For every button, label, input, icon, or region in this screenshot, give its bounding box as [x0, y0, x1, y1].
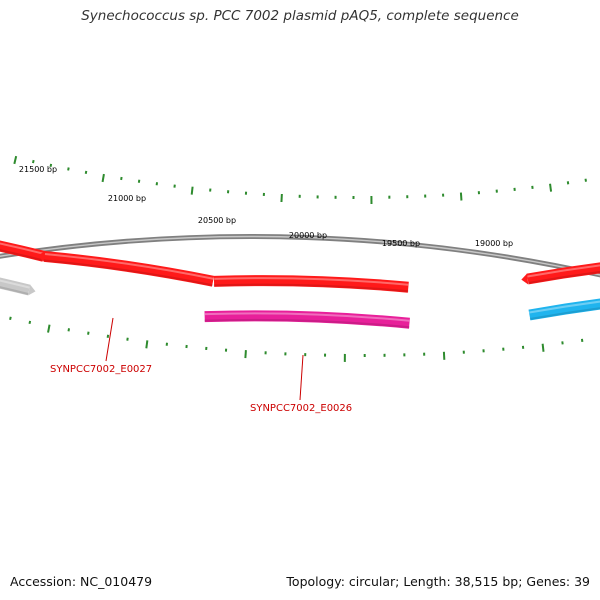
gene-red-right-shade	[527, 270, 600, 284]
gene-red-right[interactable]	[521, 261, 600, 285]
outer-tick	[13, 155, 18, 165]
scale-label: 21000 bp	[108, 194, 146, 203]
scale-label: 21500 bp	[19, 165, 57, 174]
plasmid-backbone	[0, 234, 600, 278]
gene-red-right-shine	[527, 264, 600, 278]
scale-label: 19500 bp	[382, 239, 420, 248]
inner-tick	[541, 343, 545, 352]
map-title: Synechococcus sp. PCC 7002 plasmid pAQ5,…	[81, 8, 519, 24]
scale-label: 20000 bp	[289, 231, 327, 240]
scale-ticks	[9, 155, 587, 362]
gene-e0027b-shade	[213, 283, 409, 293]
gene-label[interactable]: SYNPCC7002_E0027	[50, 364, 152, 375]
inner-tick	[145, 340, 149, 349]
gene-e0027b-body[interactable]	[213, 275, 409, 293]
inner-tick	[47, 324, 51, 333]
backbone-highlight	[0, 235, 600, 276]
gene-e0026[interactable]	[204, 310, 410, 329]
gene-red-right-arrowhead	[521, 273, 529, 285]
gene-cyan-right-shine	[529, 300, 600, 314]
outer-tick	[459, 192, 463, 201]
gene-e0027b[interactable]	[213, 275, 409, 293]
gene-e0027[interactable]	[38, 250, 215, 287]
outer-tick	[190, 186, 194, 195]
outer-tick	[101, 173, 105, 183]
gene-gray-partial-shade	[0, 286, 29, 295]
outer-tick	[84, 170, 88, 175]
gene-e0026-body[interactable]	[204, 310, 410, 329]
inner-tick	[9, 316, 12, 320]
outer-tick	[32, 159, 35, 164]
scale-labels: 21500 bp 21000 bp 20500 bp 20000 bp 19500 bp…	[19, 165, 513, 248]
outer-tick	[549, 183, 553, 192]
sequence-summary: Topology: circular; Length: 38,515 bp; G…	[286, 574, 590, 589]
gene-labels[interactable]: SYNPCC7002_E0027 SYNPCC7002_E0026	[50, 317, 352, 414]
gene-e0027-body[interactable]	[43, 250, 215, 287]
inner-tick	[244, 350, 247, 359]
gene-e0027-arrowhead	[38, 251, 46, 262]
gene-gray-partial[interactable]	[0, 273, 36, 296]
gene-red-right-body[interactable]	[526, 262, 600, 285]
inner-tick	[67, 328, 71, 332]
outer-tick	[49, 163, 53, 168]
gene-e0027-shade	[43, 259, 213, 287]
inner-tick	[28, 320, 32, 325]
gene-gray-partial-arrowhead	[28, 284, 36, 296]
gene-cyan-right[interactable]	[528, 297, 600, 321]
gene-label-leader	[299, 354, 304, 401]
gene-label-leader	[105, 317, 114, 362]
gene-cyan-right-shade	[529, 307, 600, 320]
outer-tick	[67, 167, 70, 171]
gene-e0026-shine	[204, 312, 410, 322]
gene-cyan-right-body[interactable]	[528, 298, 600, 321]
gene-gray-partial-shine	[0, 279, 30, 289]
scale-label: 20500 bp	[198, 216, 236, 225]
gene-features[interactable]	[0, 238, 600, 329]
gene-e0027b-shine	[214, 277, 409, 286]
gene-gray-partial-body[interactable]	[0, 276, 31, 296]
gene-e0027-shine	[44, 253, 214, 280]
scale-label: 19000 bp	[475, 239, 513, 248]
gene-label[interactable]: SYNPCC7002_E0026	[250, 403, 352, 414]
gene-e0026-shade	[204, 318, 410, 329]
accession-text: Accession: NC_010479	[10, 574, 153, 589]
